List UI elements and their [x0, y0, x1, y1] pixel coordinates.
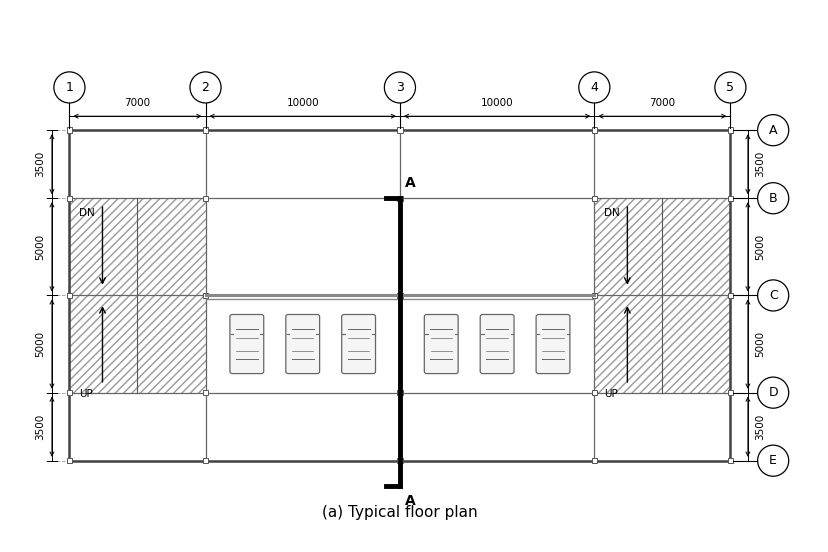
- Circle shape: [757, 115, 787, 146]
- Bar: [727, 195, 732, 201]
- Text: E: E: [768, 454, 776, 467]
- Text: C: C: [768, 289, 777, 302]
- Circle shape: [190, 72, 221, 103]
- Bar: [66, 128, 72, 133]
- Bar: [66, 458, 72, 464]
- Bar: [203, 458, 208, 464]
- Text: 10000: 10000: [286, 98, 319, 108]
- FancyBboxPatch shape: [536, 315, 569, 374]
- Bar: [397, 128, 402, 133]
- Text: UP: UP: [79, 389, 93, 399]
- Bar: [591, 293, 596, 298]
- Bar: [727, 293, 732, 298]
- FancyBboxPatch shape: [341, 315, 375, 374]
- Text: DN: DN: [79, 208, 94, 218]
- Circle shape: [578, 72, 609, 103]
- Circle shape: [54, 72, 85, 103]
- FancyBboxPatch shape: [479, 315, 513, 374]
- Bar: [66, 390, 72, 395]
- Text: 3500: 3500: [753, 151, 763, 177]
- Text: A: A: [768, 124, 777, 137]
- Bar: [727, 390, 732, 395]
- Text: 5000: 5000: [35, 234, 45, 260]
- Text: A: A: [404, 177, 415, 190]
- Circle shape: [757, 280, 787, 311]
- Bar: [591, 458, 596, 464]
- Text: 3500: 3500: [35, 413, 45, 440]
- Text: 7000: 7000: [648, 98, 675, 108]
- Bar: [203, 293, 208, 298]
- Circle shape: [757, 377, 787, 408]
- Text: 10000: 10000: [480, 98, 513, 108]
- Circle shape: [757, 445, 787, 476]
- Bar: [66, 293, 72, 298]
- Bar: [397, 390, 402, 395]
- Text: UP: UP: [604, 389, 617, 399]
- Text: D: D: [768, 386, 777, 399]
- Text: (a) Typical floor plan: (a) Typical floor plan: [322, 506, 477, 521]
- Text: 1: 1: [65, 81, 74, 94]
- Bar: [397, 195, 402, 201]
- Bar: [591, 128, 596, 133]
- Bar: [594, 198, 729, 392]
- Bar: [397, 293, 402, 298]
- Circle shape: [384, 72, 415, 103]
- Bar: [203, 390, 208, 395]
- FancyBboxPatch shape: [229, 315, 263, 374]
- Bar: [727, 458, 732, 464]
- Circle shape: [714, 72, 745, 103]
- Text: 3: 3: [396, 81, 403, 94]
- Text: 5000: 5000: [753, 331, 763, 357]
- Text: B: B: [768, 192, 777, 205]
- Text: 7000: 7000: [124, 98, 151, 108]
- FancyBboxPatch shape: [286, 315, 320, 374]
- Bar: [70, 198, 205, 392]
- Text: 3500: 3500: [35, 151, 45, 177]
- Text: 5: 5: [725, 81, 734, 94]
- FancyBboxPatch shape: [424, 315, 458, 374]
- Bar: [203, 128, 208, 133]
- Bar: [397, 458, 402, 464]
- Text: DN: DN: [604, 208, 619, 218]
- Text: 5000: 5000: [753, 234, 763, 260]
- Text: 4: 4: [590, 81, 598, 94]
- Bar: [591, 390, 596, 395]
- Text: 2: 2: [201, 81, 209, 94]
- Bar: [66, 195, 72, 201]
- Bar: [591, 195, 596, 201]
- Text: A: A: [404, 493, 415, 508]
- Text: 3500: 3500: [753, 413, 763, 440]
- Circle shape: [757, 183, 787, 214]
- Bar: [203, 195, 208, 201]
- Bar: [727, 128, 732, 133]
- Text: 5000: 5000: [35, 331, 45, 357]
